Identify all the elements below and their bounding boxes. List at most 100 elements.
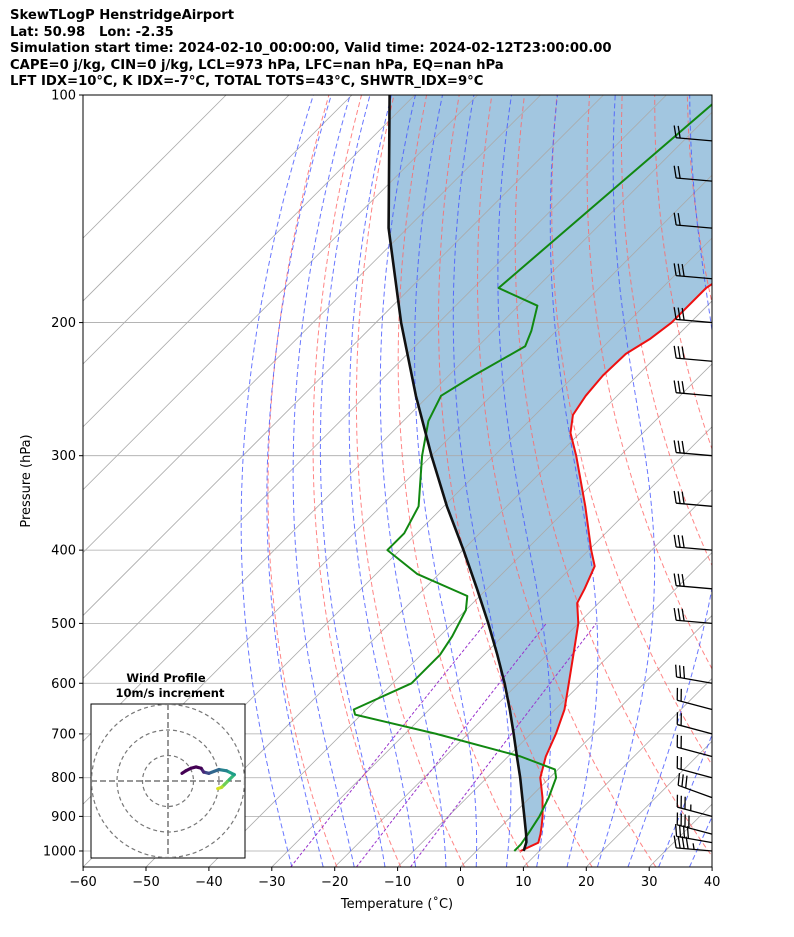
wind-barb [676,687,713,711]
moist-adiabat-line [627,95,712,867]
dry-adiabat-line [720,95,794,867]
isotherm-line [460,614,712,867]
y-tick-label: 300 [51,449,76,464]
wind-barb [676,734,713,758]
isotherm-line [83,95,416,428]
dry-adiabat-line [514,95,712,858]
temperature-profile-line [520,282,712,852]
hodograph-title: Wind Profile [126,671,206,685]
time-line: Simulation start time: 2024-02-10_00:00:… [10,41,612,57]
isotherm-line [83,95,353,365]
x-tick-label: −40 [195,875,222,890]
isotherm-line [83,95,478,491]
y-tick-label: 900 [51,810,76,825]
isotherm-line [523,677,712,867]
hodograph-subtitle: 10m/s increment [116,686,225,700]
hodograph-trace [180,769,188,775]
x-tick-label: −10 [384,875,411,890]
isotherm-line [145,300,712,867]
wind-barb [673,345,713,362]
y-tick-label: 700 [51,727,76,742]
parcel-profile-line [387,95,528,852]
moist-adiabat-line [379,95,447,867]
dry-adiabat-line [437,95,593,867]
isotherm-line [83,95,227,239]
y-tick-label: 200 [51,316,76,331]
y-tick-label: 1000 [43,844,76,859]
moist-adiabat-line [266,95,332,867]
isotherm-line [208,363,712,867]
wind-barb [673,263,713,280]
mixing-ratio-line [410,623,597,867]
moist-adiabat-line [414,95,478,867]
moist-adiabat-line [596,95,656,867]
axis-ticks: −60 −50 −40 −30 −20 −10 0 10 20 30 40 100 200 300 400 5… [43,89,720,891]
x-tick-label: 0 [456,875,464,890]
wind-barb [673,125,713,142]
hodograph-inset: Wind Profile 10m/s increment [90,671,246,859]
wind-barb [676,812,713,835]
y-axis-label: Pressure (hPa) [19,434,34,527]
wind-barb [676,756,713,779]
wind-barb [673,165,713,182]
x-tick-label: −60 [69,875,96,890]
y-tick-label: 800 [51,771,76,786]
dry-adiabat-line [476,95,657,867]
x-tick-label: 30 [641,875,658,890]
mixing-ratio-line [290,623,486,867]
mixing-ratio-line [356,623,547,867]
chart-header: SkewTLogP HenstridgeAirport Lat: 50.98 L… [10,8,612,91]
moist-adiabat-line [348,95,417,867]
dry-adiabat-line [355,95,465,867]
isotherm-line [83,95,290,302]
isotherm-line [711,866,712,867]
isotherm-line [397,552,712,867]
x-tick-label: 40 [704,875,721,890]
y-tick-label: 600 [51,677,76,692]
plot-area [83,95,794,867]
moist-adiabat-line [497,95,552,867]
moist-adiabat-line [721,95,794,867]
wind-barb [673,380,713,397]
x-tick-label: −50 [132,875,159,890]
x-tick-label: 20 [578,875,595,890]
index-line: LFT IDX=10°C, K IDX=-7°C, TOTAL TOTS=43°… [10,74,484,90]
wind-barb [673,607,713,625]
moist-adiabat-line [319,95,386,867]
dry-adiabat-line [551,95,712,766]
wind-barb [673,440,713,457]
wind-barb [675,824,713,844]
dry-adiabat-line [586,95,712,670]
dry-adiabat-line [785,95,794,867]
cape-line: CAPE=0 j/kg, CIN=0 j/kg, LCL=973 hPa, LF… [10,57,504,73]
x-tick-label: −30 [258,875,285,890]
moist-adiabat-line [240,95,314,867]
wind-barb [673,534,713,551]
wind-barb [676,712,713,735]
hodograph-trace [207,767,221,775]
wind-barb [677,772,713,799]
isotherm-line [83,111,712,742]
isotherm-line [83,95,604,617]
wind-barb [673,307,713,324]
dry-adiabat-line [620,95,712,567]
moist-adiabat-line [658,733,712,867]
wind-barb [673,212,713,229]
dewpoint-profile-line [352,103,712,852]
y-tick-label: 100 [51,89,76,104]
x-tick-label: 10 [515,875,532,890]
dry-adiabat-line [267,95,338,867]
isotherm-line [775,95,794,867]
moist-adiabat-line [452,95,512,867]
wind-barb [673,573,713,590]
isotherm-line [83,95,667,679]
wind-barb [673,835,713,852]
x-axis-label: Temperature (˚C) [340,896,453,912]
dry-adiabat-line [752,95,794,867]
location-line: Lat: 50.98 Lon: -2.35 [10,24,174,40]
wind-barb [675,664,713,684]
moist-adiabat-line [292,95,355,867]
isotherm-line [271,426,712,867]
chart-title: SkewTLogP HenstridgeAirport [10,8,235,23]
